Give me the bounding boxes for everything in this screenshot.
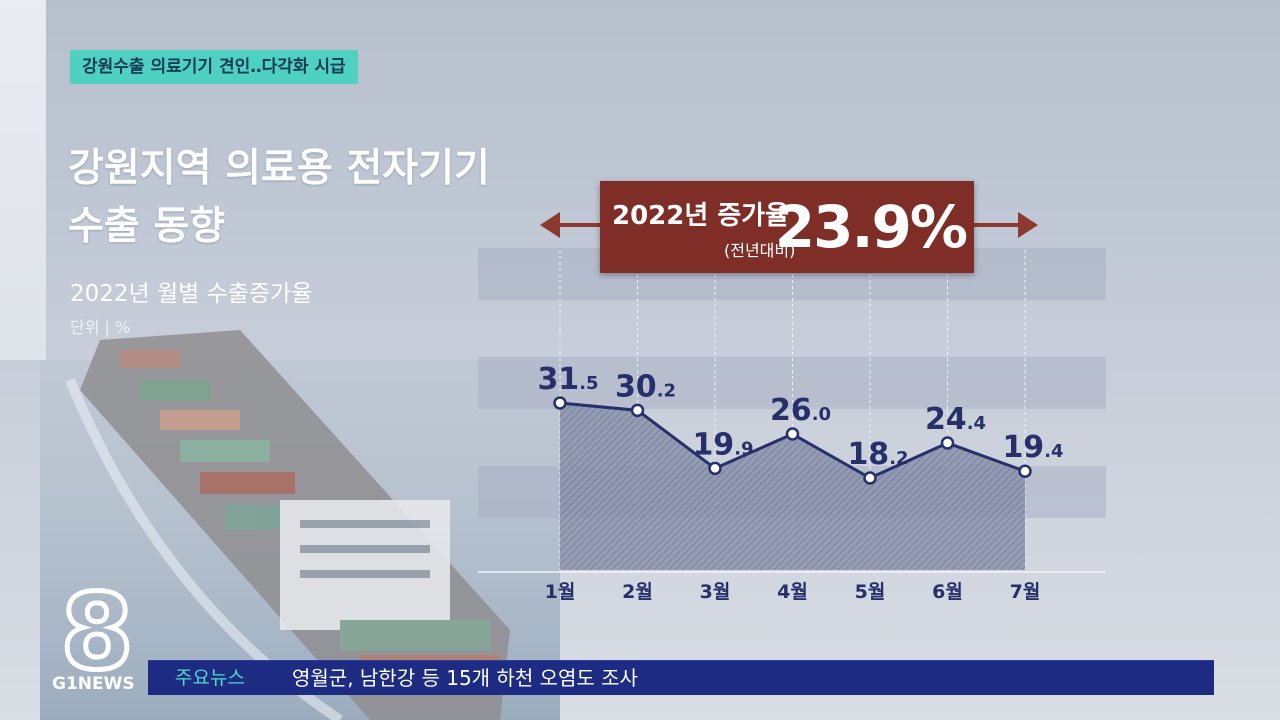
data-label: 24.4 xyxy=(925,402,986,437)
data-label: 31.5 xyxy=(537,362,598,397)
left-panel-strip xyxy=(0,0,46,360)
brand-logo-text: G1NEWS xyxy=(52,674,135,694)
arrow-right-line xyxy=(972,223,1022,227)
area-fill xyxy=(560,403,1025,570)
data-label: 19.4 xyxy=(1002,430,1063,465)
x-tick-label: 2월 xyxy=(622,581,653,603)
x-tick-label: 3월 xyxy=(700,581,731,603)
arrow-left-icon xyxy=(540,212,560,238)
arrow-left-line xyxy=(556,223,602,227)
growth-sub-label: (전년대비) xyxy=(724,241,796,260)
news-tag: 강원수출 의료기기 견인‥다각화 시급 xyxy=(70,50,358,84)
data-label: 26.0 xyxy=(770,393,831,428)
data-point xyxy=(863,471,877,485)
news-ticker: 주요뉴스 영월군, 남한강 등 15개 하천 오염도 조사 xyxy=(148,660,1214,695)
chart-subtitle: 2022년 월별 수출증가율 xyxy=(70,281,313,307)
data-point xyxy=(553,396,567,410)
chart-title-line1: 강원지역 의료용 전자기기 xyxy=(68,146,490,191)
x-tick-label: 1월 xyxy=(545,581,576,603)
data-label: 19.9 xyxy=(692,427,753,462)
unit-label: 단위 | % xyxy=(70,318,131,337)
data-point xyxy=(708,461,722,476)
data-label: 30.2 xyxy=(615,369,676,404)
data-point xyxy=(1018,464,1032,478)
growth-label: 2022년 증가율 xyxy=(612,201,790,231)
container-ship-image xyxy=(40,330,560,720)
data-point xyxy=(785,427,800,441)
growth-value: 23.9% xyxy=(774,193,968,261)
arrow-right-icon xyxy=(1018,212,1038,238)
svg-text:8: 8 xyxy=(61,572,133,693)
chart-title: 강원지역 의료용 전자기기 수출 동향 xyxy=(68,140,490,256)
data-point xyxy=(940,436,955,450)
data-label: 18.2 xyxy=(847,437,908,472)
x-tick-label: 7월 xyxy=(1010,581,1041,603)
x-tick-label: 4월 xyxy=(777,581,808,603)
growth-rate-box: 2022년 증가율 (전년대비) 23.9% xyxy=(600,181,974,273)
data-point xyxy=(630,403,645,418)
ticker-headline: 영월군, 남한강 등 15개 하천 오염도 조사 xyxy=(292,666,638,690)
ticker-label: 주요뉴스 xyxy=(175,667,245,689)
x-tick-label: 6월 xyxy=(932,581,963,603)
chart-title-line2: 수출 동향 xyxy=(68,204,226,249)
x-tick-label: 5월 xyxy=(855,581,886,603)
channel-logo-icon: 8 xyxy=(58,572,135,696)
